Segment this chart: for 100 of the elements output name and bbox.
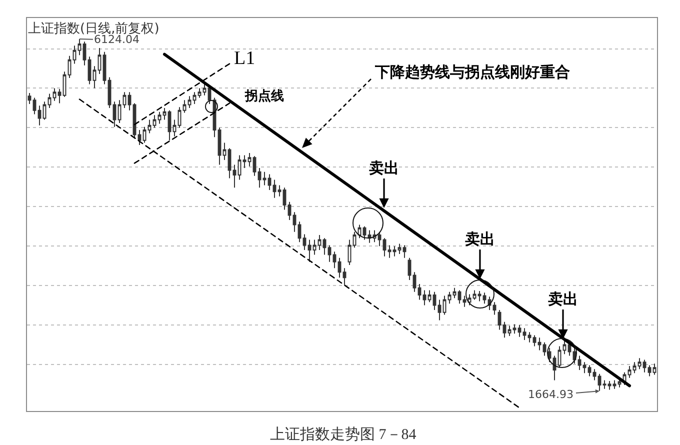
candlestick xyxy=(232,164,236,188)
candlestick xyxy=(478,290,482,302)
candlestick xyxy=(412,272,416,292)
candlestick xyxy=(228,148,232,179)
candlestick xyxy=(118,100,122,124)
candlestick xyxy=(512,324,516,334)
candlestick xyxy=(148,119,152,134)
candlestick xyxy=(472,290,476,300)
candlestick xyxy=(188,96,192,108)
candlestick xyxy=(192,92,196,105)
candlestick xyxy=(422,290,426,306)
candlestick xyxy=(278,184,282,197)
candlestick xyxy=(628,366,632,378)
text: 上证指数走势图 7－84 xyxy=(270,426,417,443)
candlestick xyxy=(88,56,92,85)
candlestick xyxy=(182,100,186,114)
candlestick xyxy=(498,309,502,330)
candlestick xyxy=(338,257,342,278)
candlestick xyxy=(448,291,452,304)
candlestick xyxy=(392,246,396,257)
candlestick xyxy=(532,334,536,347)
candlestick xyxy=(598,373,602,392)
candlestick xyxy=(528,332,532,343)
candlestick xyxy=(362,226,366,240)
candlestick xyxy=(352,231,356,248)
candlestick xyxy=(38,105,42,126)
candlestick xyxy=(652,363,656,376)
candlestick xyxy=(578,355,582,370)
candlestick xyxy=(242,154,246,168)
candlestick xyxy=(292,212,296,232)
candlestick xyxy=(262,171,266,186)
annotation: 6124.04 xyxy=(94,33,140,46)
candlestick xyxy=(252,156,256,176)
candlestick xyxy=(122,92,126,108)
candlestick xyxy=(248,152,252,167)
series-label: 拐点线 xyxy=(244,88,284,104)
candlestick xyxy=(52,88,56,102)
candlestick xyxy=(368,230,372,244)
candlestick xyxy=(518,324,522,338)
candlestick xyxy=(482,292,486,304)
candlestick xyxy=(32,97,36,115)
candlestick xyxy=(438,299,442,321)
candlestick xyxy=(332,251,336,269)
candlestick xyxy=(142,126,146,144)
candlestick xyxy=(268,174,272,191)
candlestick xyxy=(428,290,432,303)
candlestick xyxy=(592,368,596,381)
candlestick xyxy=(538,337,542,351)
candlestick xyxy=(92,66,96,89)
candlestick xyxy=(312,239,316,256)
candlestick xyxy=(238,154,242,180)
annotation: 下降趋势线与拐点线刚好重合 xyxy=(374,63,570,81)
candlestick xyxy=(442,295,446,316)
candlestick xyxy=(28,92,32,105)
annotation: 1664.93 xyxy=(528,388,574,401)
candlestick xyxy=(612,380,616,390)
candlestick xyxy=(408,257,412,280)
candlestick xyxy=(582,362,586,374)
candlestick xyxy=(128,92,132,111)
candlestick xyxy=(542,342,546,356)
candlestick xyxy=(562,339,566,355)
candlestick xyxy=(202,84,206,96)
candlestick xyxy=(502,321,506,338)
candlestick xyxy=(462,295,466,308)
candlestick xyxy=(588,364,592,377)
candlestick xyxy=(108,76,112,108)
candlestick xyxy=(432,291,436,310)
candlestick xyxy=(322,238,326,256)
candlestick xyxy=(298,221,302,243)
candlestick xyxy=(638,358,642,370)
candlestick xyxy=(68,55,72,78)
candlestick xyxy=(402,244,406,258)
candlestick xyxy=(102,51,106,85)
candlestick xyxy=(178,106,182,128)
candlestick xyxy=(152,114,156,128)
candlestick xyxy=(258,167,262,188)
candlestick xyxy=(552,355,556,381)
candlestick xyxy=(172,119,176,137)
candlestick xyxy=(342,268,346,286)
candlestick xyxy=(82,41,86,66)
candlestick xyxy=(328,244,332,262)
annotation: 卖出 xyxy=(465,230,495,248)
candlestick xyxy=(282,187,286,210)
candlestick xyxy=(302,234,306,251)
candlestick xyxy=(168,110,172,141)
candlestick xyxy=(642,359,646,373)
candlestick xyxy=(602,380,606,390)
candlestick xyxy=(158,111,162,124)
candlestick xyxy=(162,107,166,120)
annotation: 卖出 xyxy=(548,290,578,308)
candlestick xyxy=(522,328,526,340)
candlestick xyxy=(388,244,392,258)
candlestick xyxy=(508,325,512,337)
candlestick xyxy=(138,130,142,146)
annotation: 卖出 xyxy=(369,159,399,177)
candlestick xyxy=(452,287,456,299)
candlestick xyxy=(78,38,82,56)
candlestick xyxy=(648,364,652,377)
candlestick xyxy=(632,362,636,374)
candlestick xyxy=(218,127,222,166)
